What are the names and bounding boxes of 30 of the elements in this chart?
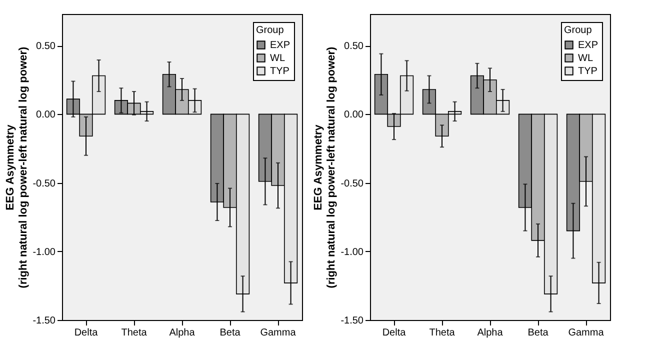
x-tick-label: Gamma [568,328,604,338]
y-tick-label: -1.50 [340,316,364,326]
y-tick-label: 0.00 [344,110,364,121]
x-tick-label: Beta [528,328,549,338]
legend-label: TYP [270,66,290,77]
legend-title: Group [564,25,592,36]
legend-label: WL [578,53,594,64]
y-tick-label: 0.50 [36,41,56,52]
legend-label: WL [270,53,286,64]
legend-title: Group [256,25,284,36]
y-axis-title: EEG Asymmetry (right natural log power-left natural log power) [4,46,30,288]
x-tick-label: Delta [74,328,98,338]
y-tick-label: -1.00 [32,246,56,258]
y-axis-title: EEG Asymmetry (right natural log power-left natural log power) [312,46,338,288]
y-tick-label: 0.00 [36,110,56,121]
x-tick-label: Alpha [477,328,504,338]
legend-label: TYP [578,66,598,77]
x-tick-label: Theta [121,328,148,338]
legend-label: EXP [578,40,598,51]
x-tick-label: Theta [429,328,456,338]
x-tick-label: Gamma [260,328,296,338]
y-tick-label: 0.50 [344,41,364,52]
y-tick-label: -1.50 [32,316,56,326]
x-tick-label: Alpha [169,328,196,338]
y-tick-label: -0.50 [32,178,56,190]
legend-label: EXP [270,40,290,51]
x-tick-label: Delta [382,328,406,338]
y-tick-label: -0.50 [340,178,364,190]
x-tick-label: Beta [220,328,241,338]
y-tick-label: -1.00 [340,246,364,258]
